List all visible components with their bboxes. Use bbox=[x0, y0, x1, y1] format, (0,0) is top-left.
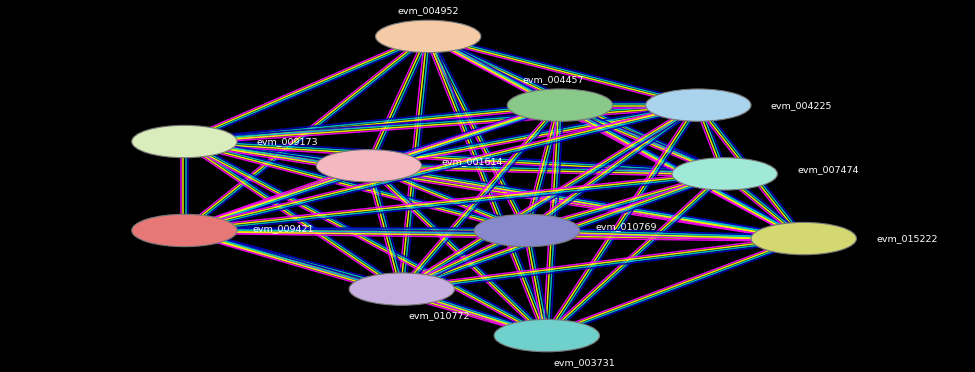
Circle shape bbox=[375, 20, 481, 52]
Circle shape bbox=[672, 158, 777, 190]
Text: evm_003731: evm_003731 bbox=[554, 358, 615, 367]
Circle shape bbox=[751, 222, 856, 255]
Text: evm_009421: evm_009421 bbox=[253, 224, 315, 233]
Text: evm_010772: evm_010772 bbox=[409, 311, 470, 320]
Circle shape bbox=[132, 125, 237, 158]
Circle shape bbox=[349, 273, 454, 305]
Text: evm_010769: evm_010769 bbox=[596, 222, 657, 231]
Circle shape bbox=[494, 320, 600, 352]
Text: evm_001614: evm_001614 bbox=[442, 157, 503, 166]
Text: evm_004457: evm_004457 bbox=[523, 75, 584, 84]
Text: evm_009173: evm_009173 bbox=[257, 137, 319, 146]
Text: evm_004952: evm_004952 bbox=[398, 6, 459, 15]
Circle shape bbox=[316, 150, 421, 182]
Circle shape bbox=[132, 214, 237, 247]
Circle shape bbox=[474, 214, 580, 247]
Text: evm_015222: evm_015222 bbox=[877, 234, 938, 243]
Circle shape bbox=[645, 89, 751, 121]
Circle shape bbox=[507, 89, 612, 121]
Text: evm_007474: evm_007474 bbox=[798, 165, 859, 174]
Text: evm_004225: evm_004225 bbox=[771, 101, 833, 110]
